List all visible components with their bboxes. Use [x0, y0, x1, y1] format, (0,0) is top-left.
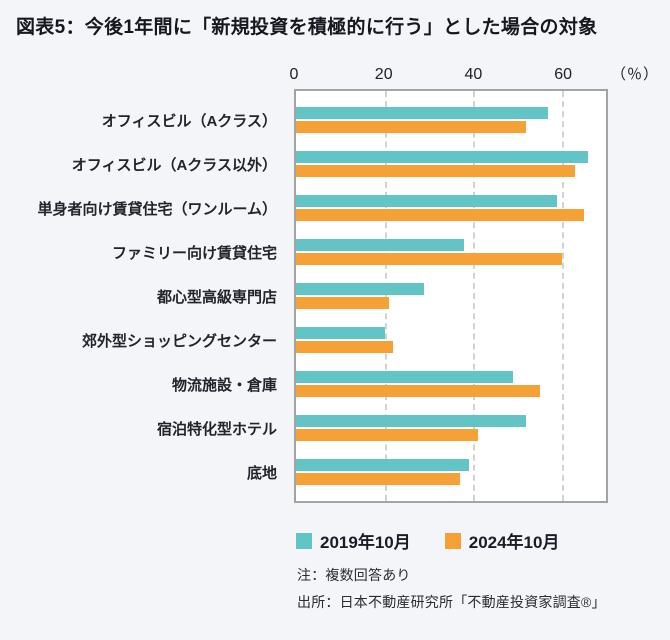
legend-item: 2024年10月: [444, 528, 560, 553]
legend-label: 2019年10月: [320, 533, 411, 552]
bar-2024年10月: [296, 209, 584, 221]
category-label: ファミリー向け賃貸住宅: [111, 244, 277, 262]
chart-title: 図表5：今後1年間に「新規投資を積極的に行う」とした場合の対象: [16, 17, 598, 38]
bar-2019年10月: [296, 283, 425, 295]
bar-2019年10月: [296, 371, 513, 383]
bar-group: [296, 230, 606, 274]
category-label: オフィスビル（Aクラス）: [101, 112, 277, 130]
x-axis-tick: 40: [464, 66, 483, 83]
bar-2024年10月: [296, 385, 540, 397]
bar-group: [296, 450, 606, 494]
category-label: 宿泊特化型ホテル: [156, 420, 277, 438]
plot-area: [294, 89, 608, 503]
bar-2024年10月: [296, 121, 527, 133]
legend-label: 2024年10月: [468, 533, 560, 552]
category-axis: オフィスビル（Aクラス） オフィスビル（Aクラス以外） 単身者向け賃貸住宅（ワンルー…: [0, 89, 286, 503]
bar-group: [296, 142, 606, 186]
gridline: [384, 91, 387, 501]
legend: 2019年10月 2024年10月: [296, 528, 559, 553]
x-axis: 0 20 40 60: [290, 60, 608, 86]
bar-2024年10月: [296, 297, 389, 309]
bar-group: [296, 406, 606, 450]
bar-group: [296, 362, 606, 406]
chart-source: 出所：日本不動産研究所「不動産投資家調査®」: [297, 594, 606, 610]
category-label: オフィスビル（Aクラス以外）: [71, 156, 277, 174]
bar-group: [296, 318, 606, 362]
x-axis-tick: 20: [374, 66, 393, 83]
bar-2019年10月: [296, 459, 469, 471]
x-axis-tick: 60: [554, 66, 573, 83]
bar-2019年10月: [296, 239, 465, 251]
bar-2019年10月: [296, 415, 527, 427]
x-axis-tick: 0: [289, 66, 299, 83]
bar-group: [296, 274, 606, 318]
gridline: [473, 91, 476, 501]
category-label: 郊外型ショッピングセンター: [81, 332, 277, 350]
category-label: 単身者向け賃貸住宅（ワンルーム）: [37, 200, 277, 218]
bar-group: [296, 186, 606, 230]
bar-2024年10月: [296, 473, 460, 485]
category-label: 物流施設・倉庫: [171, 376, 277, 394]
bar-2024年10月: [296, 165, 575, 177]
bar-2019年10月: [296, 107, 549, 119]
chart-note: 注：複数回答あり: [297, 567, 411, 583]
bar-2024年10月: [296, 253, 562, 265]
legend-swatch-icon: [444, 532, 461, 549]
category-label: 底地: [246, 464, 277, 482]
bar-2019年10月: [296, 327, 385, 339]
bar-2019年10月: [296, 151, 589, 163]
gridline: [561, 91, 564, 501]
bar-2024年10月: [296, 341, 394, 353]
bar-group: [296, 98, 606, 142]
bar-2024年10月: [296, 429, 478, 441]
axis-unit-label: （％）: [611, 66, 660, 83]
bar-2019年10月: [296, 195, 558, 207]
category-label: 都心型高級専門店: [156, 288, 277, 306]
legend-item: 2019年10月: [296, 528, 411, 553]
legend-swatch-icon: [296, 532, 312, 549]
